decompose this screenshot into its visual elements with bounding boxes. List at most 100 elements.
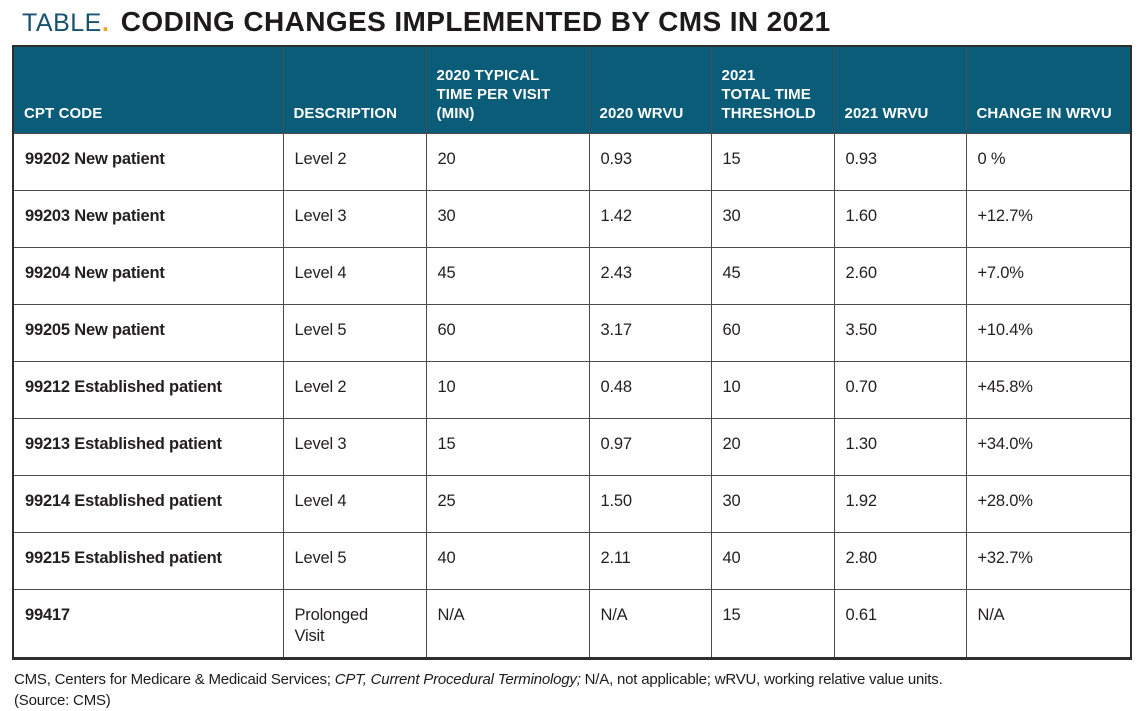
cell-2020-time: 15 [425,417,590,476]
cell-2020-wrvu: 3.17 [588,303,712,362]
cell-2020-time: 10 [425,360,590,419]
cell-2020-time: N/A [425,588,590,659]
cell-description: Level 3 [282,417,427,476]
table-row: 99215 Established patient Level 5 40 2.1… [12,531,1132,590]
cell-2020-wrvu: 0.97 [588,417,712,476]
cell-2021-threshold: 30 [710,474,835,533]
header-row: CPT CODE DESCRIPTION 2020 TYPICAL TIME P… [12,45,1132,134]
header-line: DESCRIPTION [293,104,398,122]
table-row: 99204 New patient Level 4 45 2.43 45 2.6… [12,246,1132,305]
cell-cpt-code: 99204 New patient [12,246,284,305]
cell-2020-wrvu: 0.48 [588,360,712,419]
table-row: 99205 New patient Level 5 60 3.17 60 3.5… [12,303,1132,362]
header-line: (MIN) [436,104,475,122]
footnote-abbreviations: CMS, Centers for Medicare & Medicaid Ser… [14,669,1130,690]
source-line: (Source: CMS) [14,691,111,709]
cell-2021-threshold: 60 [710,303,835,362]
cell-2021-threshold: 15 [710,132,835,191]
cell-2020-wrvu: 2.11 [588,531,712,590]
cell-2021-wrvu: 1.60 [833,189,967,248]
cell-description: Level 3 [282,189,427,248]
col-header-description: DESCRIPTION [282,45,427,134]
footnote-part1: CMS, Centers for Medicare & Medicaid Ser… [14,670,335,688]
cell-2021-wrvu: 1.30 [833,417,967,476]
cell-change: +45.8% [965,360,1132,419]
cell-description: Level 5 [282,531,427,590]
cell-2020-wrvu: 1.50 [588,474,712,533]
table-row: 99212 Established patient Level 2 10 0.4… [12,360,1132,419]
cell-cpt-code: 99205 New patient [12,303,284,362]
header-line: THRESHOLD [721,104,816,122]
cell-2021-threshold: 20 [710,417,835,476]
cell-2021-threshold: 10 [710,360,835,419]
coding-changes-table: CPT CODE DESCRIPTION 2020 TYPICAL TIME P… [12,45,1132,660]
cell-2021-threshold: 40 [710,531,835,590]
cell-2021-threshold: 45 [710,246,835,305]
cell-change: +10.4% [965,303,1132,362]
header-line: TOTAL TIME [721,86,811,103]
col-header-change-in-wrvu: CHANGE IN WRVU [965,45,1132,134]
cell-cpt-code: 99214 Established patient [12,474,284,533]
cell-2021-wrvu: 0.61 [833,588,967,659]
header-line: 2021 WRVU [844,104,929,122]
table-row: 99203 New patient Level 3 30 1.42 30 1.6… [12,189,1132,248]
header-line: 2020 WRVU [599,104,684,122]
cell-2021-wrvu: 0.70 [833,360,967,419]
title-prefix: TABLE [22,9,102,37]
cell-change: +28.0% [965,474,1132,533]
cell-2020-time: 60 [425,303,590,362]
cell-change: +12.7% [965,189,1132,248]
cell-2020-time: 40 [425,531,590,590]
cell-2020-time: 45 [425,246,590,305]
cell-cpt-code: 99215 Established patient [12,531,284,590]
title-accent-dot: . [101,9,109,37]
cell-2021-wrvu: 2.80 [833,531,967,590]
cell-2020-time: 30 [425,189,590,248]
cell-description: Level 2 [282,132,427,191]
table-row: 99417 Prolonged Visit N/A N/A 15 0.61 N/… [12,588,1132,659]
col-header-2020-wrvu: 2020 WRVU [588,45,712,134]
footnote-part2: N/A, not applicable; wRVU, working relat… [580,670,943,688]
cell-description: Prolonged Visit [282,588,427,659]
cell-2020-wrvu: 0.93 [588,132,712,191]
header-line: TIME PER VISIT [436,86,551,103]
cell-2021-wrvu: 3.50 [833,303,967,362]
table-body: 99202 New patient Level 2 20 0.93 15 0.9… [12,132,1132,659]
cell-2020-time: 20 [425,132,590,191]
header-line: 2020 TYPICAL [436,67,540,85]
cell-2021-wrvu: 2.60 [833,246,967,305]
cell-change: N/A [965,588,1132,659]
cell-cpt-code: 99213 Established patient [12,417,284,476]
cell-cpt-code: 99203 New patient [12,189,284,248]
table-title: TABLE. CODING CHANGES IMPLEMENTED BY CMS… [22,6,1130,38]
cell-2020-time: 25 [425,474,590,533]
cell-2021-threshold: 15 [710,588,835,659]
cell-2021-wrvu: 1.92 [833,474,967,533]
cell-change: +32.7% [965,531,1132,590]
cell-description: Level 4 [282,246,427,305]
table-header: CPT CODE DESCRIPTION 2020 TYPICAL TIME P… [12,45,1132,134]
col-header-2021-total-time-threshold: 2021 TOTAL TIME THRESHOLD [710,45,835,134]
cell-2021-threshold: 30 [710,189,835,248]
table-row: 99213 Established patient Level 3 15 0.9… [12,417,1132,476]
cell-change: +7.0% [965,246,1132,305]
cell-cpt-code: 99202 New patient [12,132,284,191]
cell-description: Level 5 [282,303,427,362]
header-line: 2021 [721,67,756,85]
col-header-cpt-code: CPT CODE [12,45,284,134]
col-header-2020-typical-time: 2020 TYPICAL TIME PER VISIT (MIN) [425,45,590,134]
table-row: 99214 Established patient Level 4 25 1.5… [12,474,1132,533]
cell-change: +34.0% [965,417,1132,476]
cell-description-text: Prolonged Visit [294,605,369,645]
cell-cpt-code: 99212 Established patient [12,360,284,419]
header-line: CPT CODE [24,104,103,122]
title-text: CODING CHANGES IMPLEMENTED BY CMS IN 202… [120,6,831,37]
col-header-2021-wrvu: 2021 WRVU [833,45,967,134]
cell-description: Level 2 [282,360,427,419]
cell-cpt-code: 99417 [12,588,284,659]
footnote-italic-cpt: CPT, Current Procedural Terminology; [334,670,581,688]
cell-2020-wrvu: 1.42 [588,189,712,248]
cell-2020-wrvu: N/A [588,588,712,659]
cell-description: Level 4 [282,474,427,533]
